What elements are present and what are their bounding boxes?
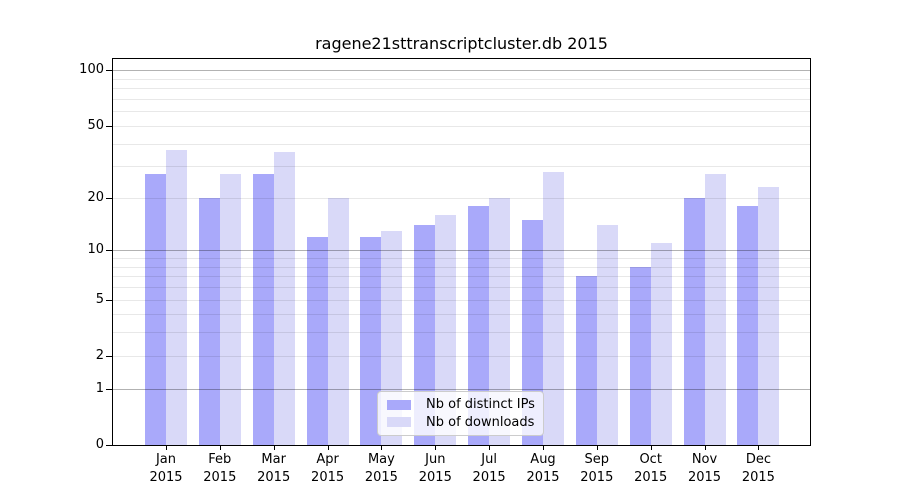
y-gridline-50 <box>113 125 810 127</box>
bar-downloads-aug <box>542 171 564 445</box>
y-tick-5 <box>106 299 112 301</box>
bar-distinct-ips-jun <box>414 225 436 445</box>
x-tick-jul <box>489 445 491 450</box>
y-gridline-30 <box>113 166 810 168</box>
legend-swatch-distinct-ips <box>387 399 411 410</box>
x-label-nov: Nov 2015 <box>687 452 722 485</box>
x-label-aug: Aug 2015 <box>526 452 560 485</box>
y-gridline-4 <box>113 314 810 316</box>
y-gridline-9 <box>113 258 810 259</box>
x-label-apr: Apr 2015 <box>311 452 345 485</box>
legend-item-downloads: Nb of downloads <box>387 415 534 430</box>
y-gridline-70 <box>113 98 810 100</box>
x-label-oct: Oct 2015 <box>634 452 668 485</box>
bar-distinct-ips-nov <box>683 197 705 445</box>
bar-downloads-mar <box>273 151 295 445</box>
y-gridline-6 <box>113 287 810 288</box>
bar-downloads-jan <box>166 149 187 445</box>
plot-area <box>106 58 811 450</box>
bar-distinct-ips-jan <box>145 174 166 445</box>
legend-label-downloads: Nb of downloads <box>426 414 535 430</box>
bar-distinct-ips-feb <box>198 197 220 445</box>
x-tick-dec <box>758 445 760 450</box>
y-gridline-7 <box>113 276 810 278</box>
x-tick-mar <box>273 445 275 450</box>
bar-distinct-ips-oct <box>629 266 651 445</box>
y-tick-20 <box>106 197 112 199</box>
x-tick-oct <box>650 445 652 450</box>
bar-distinct-ips-apr <box>306 236 328 445</box>
x-tick-jun <box>435 445 437 450</box>
legend-label-distinct-ips: Nb of distinct IPs <box>426 397 535 413</box>
y-gridline-20 <box>113 197 810 199</box>
bar-downloads-dec <box>758 186 780 445</box>
bar-downloads-jul <box>489 197 511 445</box>
x-tick-feb <box>219 445 221 450</box>
y-gridline-10 <box>113 250 810 252</box>
bar-downloads-jun <box>435 214 457 445</box>
y-gridline-40 <box>113 143 810 145</box>
bar-distinct-ips-may <box>360 236 382 445</box>
y-gridline-2 <box>113 355 810 357</box>
bar-distinct-ips-aug <box>521 219 543 445</box>
bar-downloads-oct <box>650 243 672 445</box>
x-label-jan: Jan 2015 <box>149 452 183 485</box>
x-label-may: May 2015 <box>364 452 398 485</box>
legend: Nb of distinct IPs Nb of downloads <box>377 391 544 436</box>
legend-item-distinct-ips: Nb of distinct IPs <box>387 397 535 413</box>
y-tick-label-5: 5 <box>95 291 104 307</box>
x-label-jul: Jul 2015 <box>472 452 506 485</box>
x-tick-may <box>381 445 383 450</box>
chart-title: ragene21sttranscriptcluster.db 2015 <box>315 34 608 53</box>
x-tick-apr <box>327 445 329 450</box>
x-tick-nov <box>704 445 706 450</box>
y-gridline-80 <box>113 88 810 90</box>
y-tick-1 <box>106 388 112 390</box>
y-tick-2 <box>106 355 112 357</box>
bar-downloads-feb <box>219 174 241 445</box>
y-tick-label-1: 1 <box>95 380 104 396</box>
x-label-dec: Dec 2015 <box>741 452 775 485</box>
y-gridline-5 <box>113 299 810 301</box>
y-gridline-8 <box>113 266 810 268</box>
x-label-jun: Jun 2015 <box>418 452 452 485</box>
y-tick-100 <box>106 70 112 72</box>
y-gridline-3 <box>113 332 810 334</box>
y-tick-label-2: 2 <box>95 347 104 363</box>
x-label-feb: Feb 2015 <box>203 452 237 485</box>
bar-distinct-ips-dec <box>737 205 759 445</box>
y-gridline-1 <box>113 388 810 390</box>
x-tick-sep <box>596 445 598 450</box>
y-tick-50 <box>106 125 112 127</box>
bar-downloads-sep <box>596 225 618 445</box>
y-tick-label-100: 100 <box>79 62 104 78</box>
y-tick-10 <box>106 250 112 252</box>
bar-distinct-ips-jul <box>468 205 490 445</box>
y-gridline-90 <box>113 78 810 80</box>
x-tick-aug <box>542 445 544 450</box>
y-gridline-100 <box>113 70 810 72</box>
y-tick-label-0: 0 <box>95 437 104 452</box>
y-tick-label-50: 50 <box>87 117 104 133</box>
x-tick-jan <box>166 445 167 450</box>
y-tick-label-10: 10 <box>87 242 104 258</box>
bar-downloads-nov <box>704 174 726 445</box>
x-label-sep: Sep 2015 <box>580 452 614 485</box>
x-label-mar: Mar 2015 <box>257 452 291 485</box>
bar-distinct-ips-mar <box>252 174 274 445</box>
legend-swatch-downloads <box>387 417 411 428</box>
y-tick-0 <box>106 445 112 446</box>
bar-downloads-apr <box>327 197 349 445</box>
y-tick-label-20: 20 <box>87 189 104 205</box>
bar-distinct-ips-sep <box>575 276 597 445</box>
y-gridline-60 <box>113 111 810 113</box>
